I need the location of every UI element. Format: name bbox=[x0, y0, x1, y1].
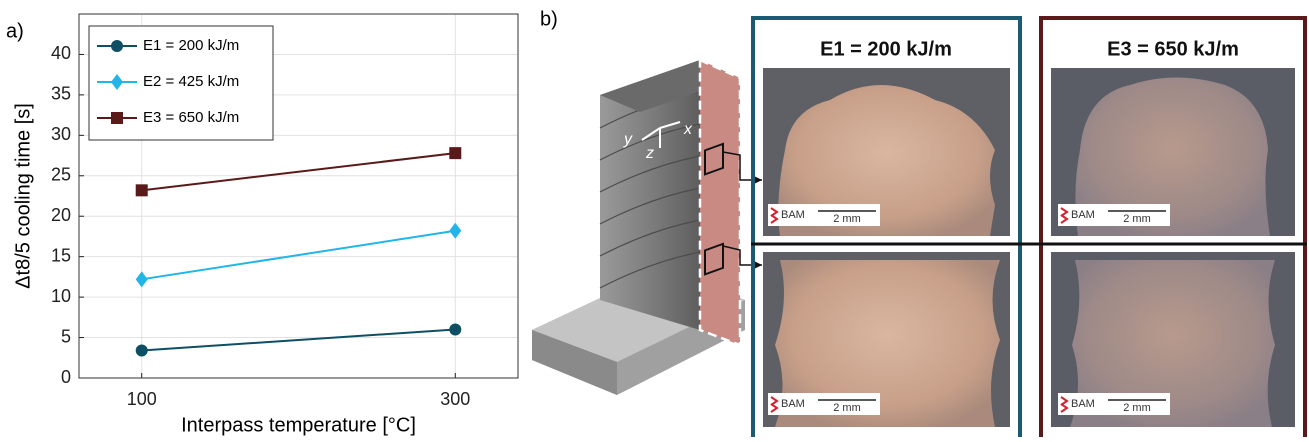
panel-label: b) bbox=[540, 8, 558, 30]
y-tick-label: 20 bbox=[51, 205, 71, 225]
x-axis-label: Interpass temperature [°C] bbox=[181, 414, 416, 436]
x-tick-label: 300 bbox=[440, 389, 470, 409]
marker bbox=[135, 184, 148, 197]
scale-label: 2 mm bbox=[833, 213, 861, 225]
series-line bbox=[141, 152, 456, 192]
specimen-sketch: x y z bbox=[532, 58, 762, 395]
scale-label: 2 mm bbox=[1123, 402, 1151, 414]
y-tick-label: 25 bbox=[51, 165, 71, 185]
marker bbox=[135, 271, 148, 288]
y-tick-label: 0 bbox=[61, 367, 71, 387]
scale-box bbox=[768, 393, 880, 415]
marker bbox=[449, 147, 462, 160]
logo bbox=[1060, 207, 1069, 224]
logo bbox=[1060, 396, 1069, 413]
y-tick-label: 10 bbox=[51, 286, 71, 306]
axis-name: x bbox=[683, 121, 693, 138]
x-tick-label: 100 bbox=[127, 389, 157, 409]
column-frame bbox=[1039, 16, 1307, 442]
marker bbox=[135, 344, 148, 357]
marker bbox=[449, 222, 462, 239]
y-tick-label: 5 bbox=[61, 326, 71, 346]
logo-text: BAM bbox=[781, 209, 805, 221]
legend-label: E3 = 650 kJ/m bbox=[143, 109, 239, 126]
scale-box bbox=[768, 204, 880, 226]
scale-box bbox=[1058, 204, 1170, 226]
column-frame bbox=[751, 16, 1022, 442]
y-axis-label: Δt8/5 cooling time [s] bbox=[12, 103, 34, 289]
y-tick-label: 30 bbox=[51, 124, 71, 144]
panel-label: a) bbox=[6, 20, 24, 42]
marker bbox=[111, 74, 123, 90]
column-title: E1 = 200 kJ/m bbox=[820, 38, 952, 60]
logo-text: BAM bbox=[781, 398, 805, 410]
axis-name: y bbox=[623, 131, 633, 148]
legend-label: E2 = 425 kJ/m bbox=[143, 73, 239, 90]
marker bbox=[449, 323, 462, 336]
scale-box bbox=[1058, 393, 1170, 415]
y-tick-label: 40 bbox=[51, 43, 71, 63]
column-title: E3 = 650 kJ/m bbox=[1107, 38, 1239, 60]
logo-text: BAM bbox=[1071, 398, 1095, 410]
chart: 0 5 10 15 20 25 30 35 40 100 300 Interpass temperat… bbox=[12, 13, 519, 436]
logo bbox=[770, 207, 779, 224]
logo-text: BAM bbox=[1071, 209, 1095, 221]
y-tick-label: 15 bbox=[51, 245, 71, 265]
axis-name: z bbox=[645, 145, 654, 162]
y-tick-label: 35 bbox=[51, 84, 71, 104]
series-line bbox=[141, 328, 456, 352]
series-line bbox=[141, 229, 456, 281]
axes-box bbox=[78, 13, 519, 379]
weld-bead bbox=[778, 85, 995, 236]
logo bbox=[770, 396, 779, 413]
marker bbox=[111, 40, 123, 52]
legend-label: E1 = 200 kJ/m bbox=[143, 37, 239, 54]
weld-bead bbox=[1070, 260, 1275, 427]
scale-label: 2 mm bbox=[1123, 213, 1151, 225]
weld-bead bbox=[1075, 77, 1270, 236]
scale-bars: BAM 2 mm BAM 2 mm BAM 2 mm BAM 2 mm bbox=[768, 204, 1170, 415]
scale-label: 2 mm bbox=[833, 402, 861, 414]
marker bbox=[111, 112, 123, 124]
weld-bead bbox=[775, 260, 1000, 427]
